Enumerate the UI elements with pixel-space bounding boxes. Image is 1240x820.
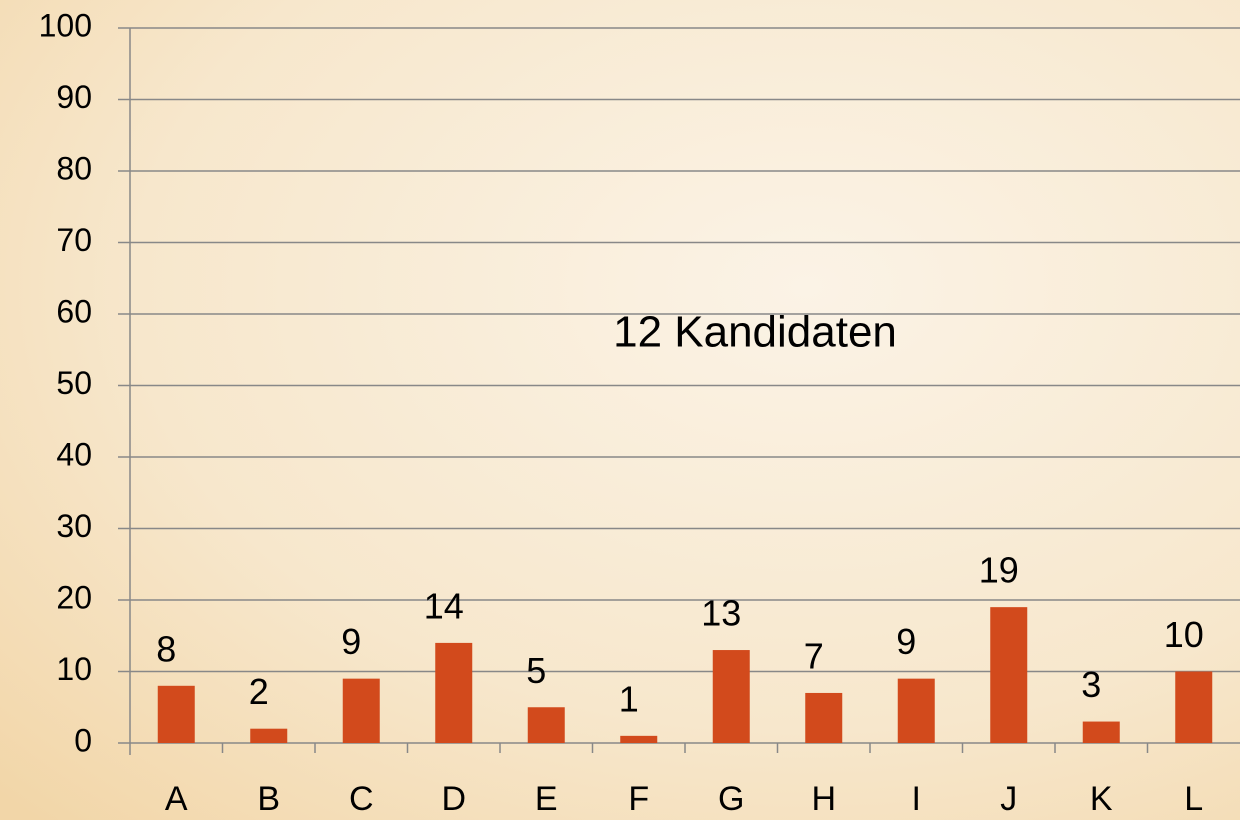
y-tick-label: 90 [56,79,92,115]
chart-title: 12 Kandidaten [613,308,897,357]
data-label: 5 [526,650,546,691]
y-tick-label: 0 [74,722,92,758]
bar [1175,671,1213,743]
x-tick-label: C [349,780,374,818]
x-tick-label: I [912,780,921,818]
bar [712,650,750,743]
x-tick-label: B [257,780,280,818]
data-label: 14 [424,585,464,626]
data-label: 13 [701,593,741,634]
data-label: 19 [979,550,1019,591]
x-tick-label: K [1090,780,1113,818]
x-tick-label: F [628,780,649,818]
y-tick-label: 20 [56,579,92,615]
y-tick-label: 70 [56,222,92,258]
data-label: 3 [1081,664,1101,705]
y-tick-label: 60 [56,293,92,329]
data-label: 8 [156,628,176,669]
x-tick-label: G [718,780,744,818]
data-label: 1 [619,678,639,719]
y-tick-label: 10 [56,651,92,687]
bar [342,678,380,743]
data-label: 10 [1164,614,1204,655]
bar [990,607,1028,743]
bar [527,707,565,743]
bar [435,642,473,743]
x-tick-label: L [1184,780,1203,818]
data-label: 2 [249,671,269,712]
x-tick-label: H [811,780,836,818]
bar [805,692,843,743]
y-tick-label: 100 [39,7,92,43]
bar [897,678,935,743]
bar [250,728,288,743]
bar [157,685,195,743]
bar [1082,721,1120,743]
y-tick-label: 30 [56,508,92,544]
y-tick-label: 50 [56,365,92,401]
x-tick-label: J [1000,780,1017,818]
x-tick-label: E [535,780,558,818]
data-label: 7 [804,635,824,676]
data-label: 9 [341,621,361,662]
bar [620,735,658,743]
y-tick-label: 80 [56,150,92,186]
x-tick-label: A [165,780,188,818]
data-label: 9 [896,621,916,662]
x-tick-label: D [441,780,466,818]
y-tick-label: 40 [56,436,92,472]
